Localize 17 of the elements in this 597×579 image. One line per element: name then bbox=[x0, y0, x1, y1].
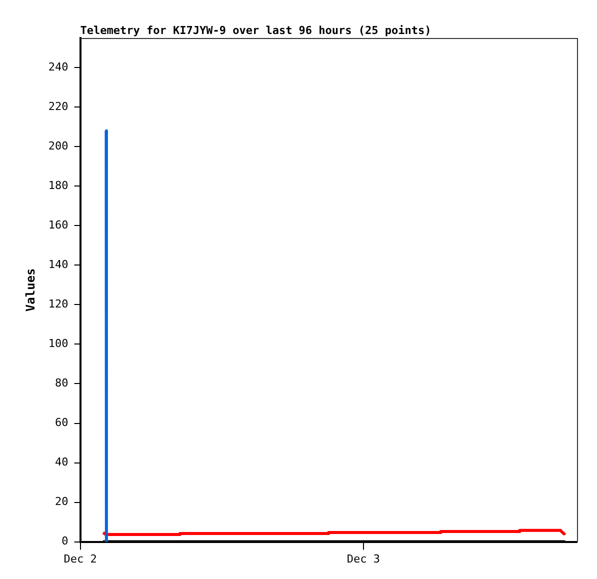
y-tick-label: 240 bbox=[48, 60, 68, 74]
chart-title: Telemetry for KI7JYW-9 over last 96 hours (25 points) bbox=[80, 24, 432, 37]
y-tick-label: 140 bbox=[48, 258, 68, 272]
y-tick-label: 220 bbox=[48, 100, 68, 114]
y-tick-label: 200 bbox=[48, 140, 68, 153]
y-tick-label: 160 bbox=[48, 218, 68, 232]
y-tick-label: 40 bbox=[55, 456, 68, 469]
y-tick-label: 80 bbox=[55, 376, 68, 390]
y-tick-label: 120 bbox=[48, 298, 68, 311]
y-tick-label: 20 bbox=[55, 495, 68, 508]
x-tick-label: Dec 2 bbox=[64, 552, 97, 566]
y-tick-label: 60 bbox=[55, 416, 68, 430]
y-axis-title: Values bbox=[23, 268, 38, 312]
x-tick-label: Dec 3 bbox=[346, 552, 380, 566]
y-tick-label: 100 bbox=[48, 337, 68, 350]
y-tick-label: 180 bbox=[48, 179, 68, 192]
y-tick-label: 0 bbox=[62, 534, 68, 548]
